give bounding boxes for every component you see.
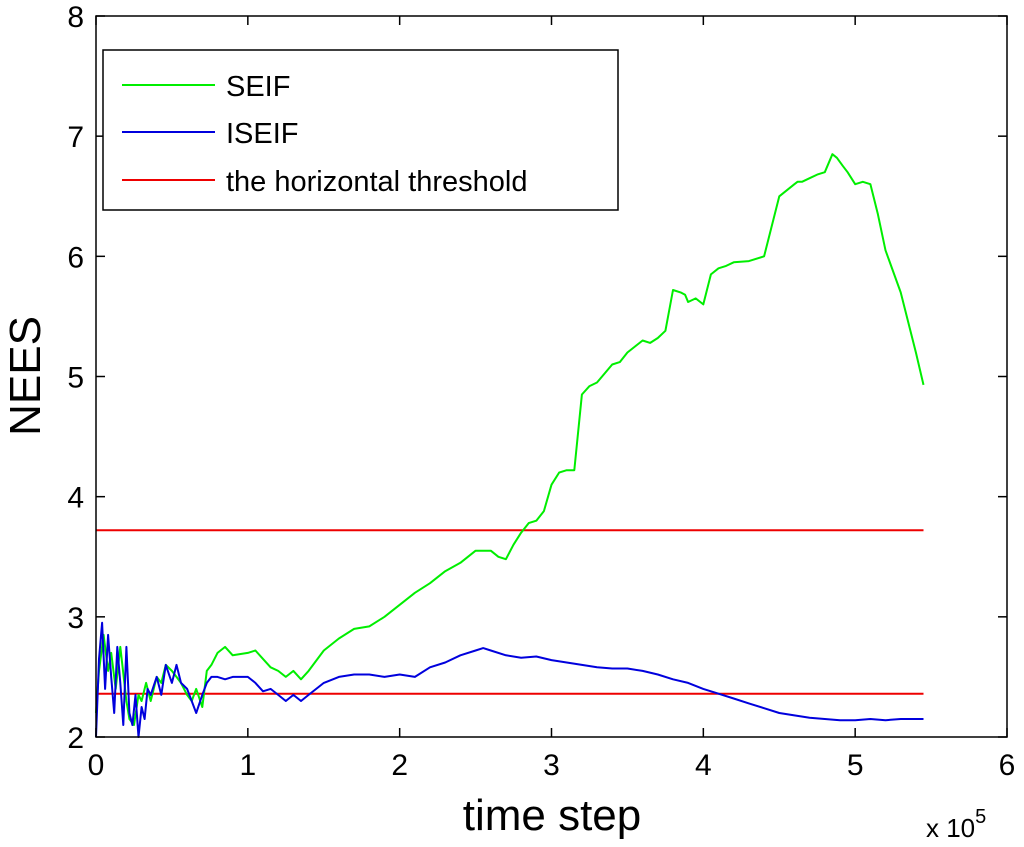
- seif-line: [95, 153, 925, 726]
- y-tick-label: 7: [67, 121, 84, 154]
- y-tick-label: 2: [67, 722, 84, 755]
- x-tick-label: 1: [239, 749, 256, 782]
- x-tick-label: 3: [543, 749, 560, 782]
- legend-label-seif: SEIF: [226, 71, 290, 103]
- y-axis-title: NEES: [1, 316, 50, 436]
- ticks-layer: 0 1 2 3 4 5 6 2 3 4 5 6 7 8: [67, 1, 1015, 782]
- legend: SEIF ISEIF the horizontal threshold: [102, 49, 619, 211]
- x-tick-label: 4: [695, 749, 712, 782]
- x-multiplier-base: x 10: [926, 813, 975, 843]
- y-tick-label: 3: [67, 602, 84, 635]
- x-tick-label: 2: [391, 749, 408, 782]
- y-tick-label: 6: [67, 241, 84, 274]
- x-multiplier-label: x 105: [926, 806, 986, 843]
- y-tick-label: 4: [67, 482, 84, 515]
- x-tick-label: 6: [999, 749, 1016, 782]
- x-multiplier-exponent: 5: [975, 806, 986, 828]
- x-tick-label: 5: [847, 749, 864, 782]
- legend-box: [102, 49, 619, 211]
- y-tick-label: 5: [67, 362, 84, 395]
- legend-label-threshold: the horizontal threshold: [226, 166, 527, 198]
- legend-label-iseif: ISEIF: [226, 118, 299, 150]
- y-tick-label: 8: [67, 1, 84, 34]
- x-tick-label: 0: [88, 749, 105, 782]
- x-axis-title: time step: [463, 791, 642, 840]
